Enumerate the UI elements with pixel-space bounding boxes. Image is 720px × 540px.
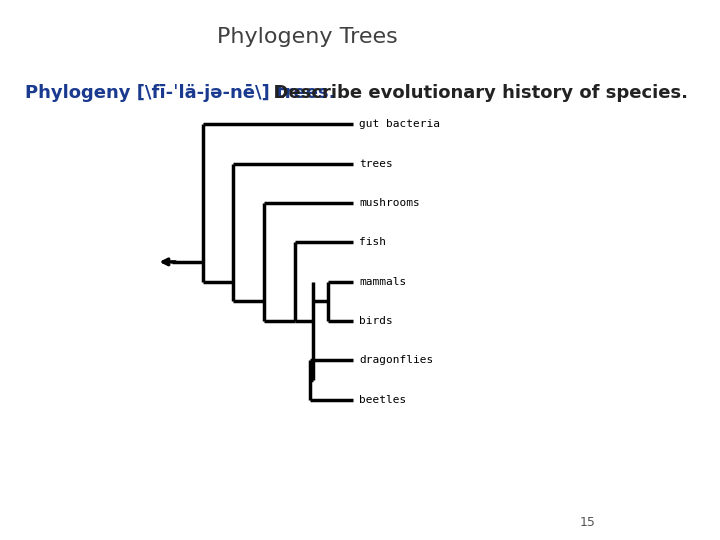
Text: beetles: beetles [359, 395, 406, 404]
Text: Phylogeny Trees: Phylogeny Trees [217, 27, 397, 47]
Text: mammals: mammals [359, 276, 406, 287]
Text: dragonflies: dragonflies [359, 355, 433, 365]
Text: birds: birds [359, 316, 393, 326]
Text: fish: fish [359, 237, 386, 247]
Text: mushrooms: mushrooms [359, 198, 420, 208]
Text: gut bacteria: gut bacteria [359, 119, 440, 129]
Text: Phylogeny [\fī-ˈlä-jə-nē\] trees.: Phylogeny [\fī-ˈlä-jə-nē\] trees. [24, 84, 335, 102]
Text: 15: 15 [580, 516, 595, 529]
Text: Describe evolutionary history of species.: Describe evolutionary history of species… [261, 84, 688, 102]
Text: trees: trees [359, 159, 393, 168]
